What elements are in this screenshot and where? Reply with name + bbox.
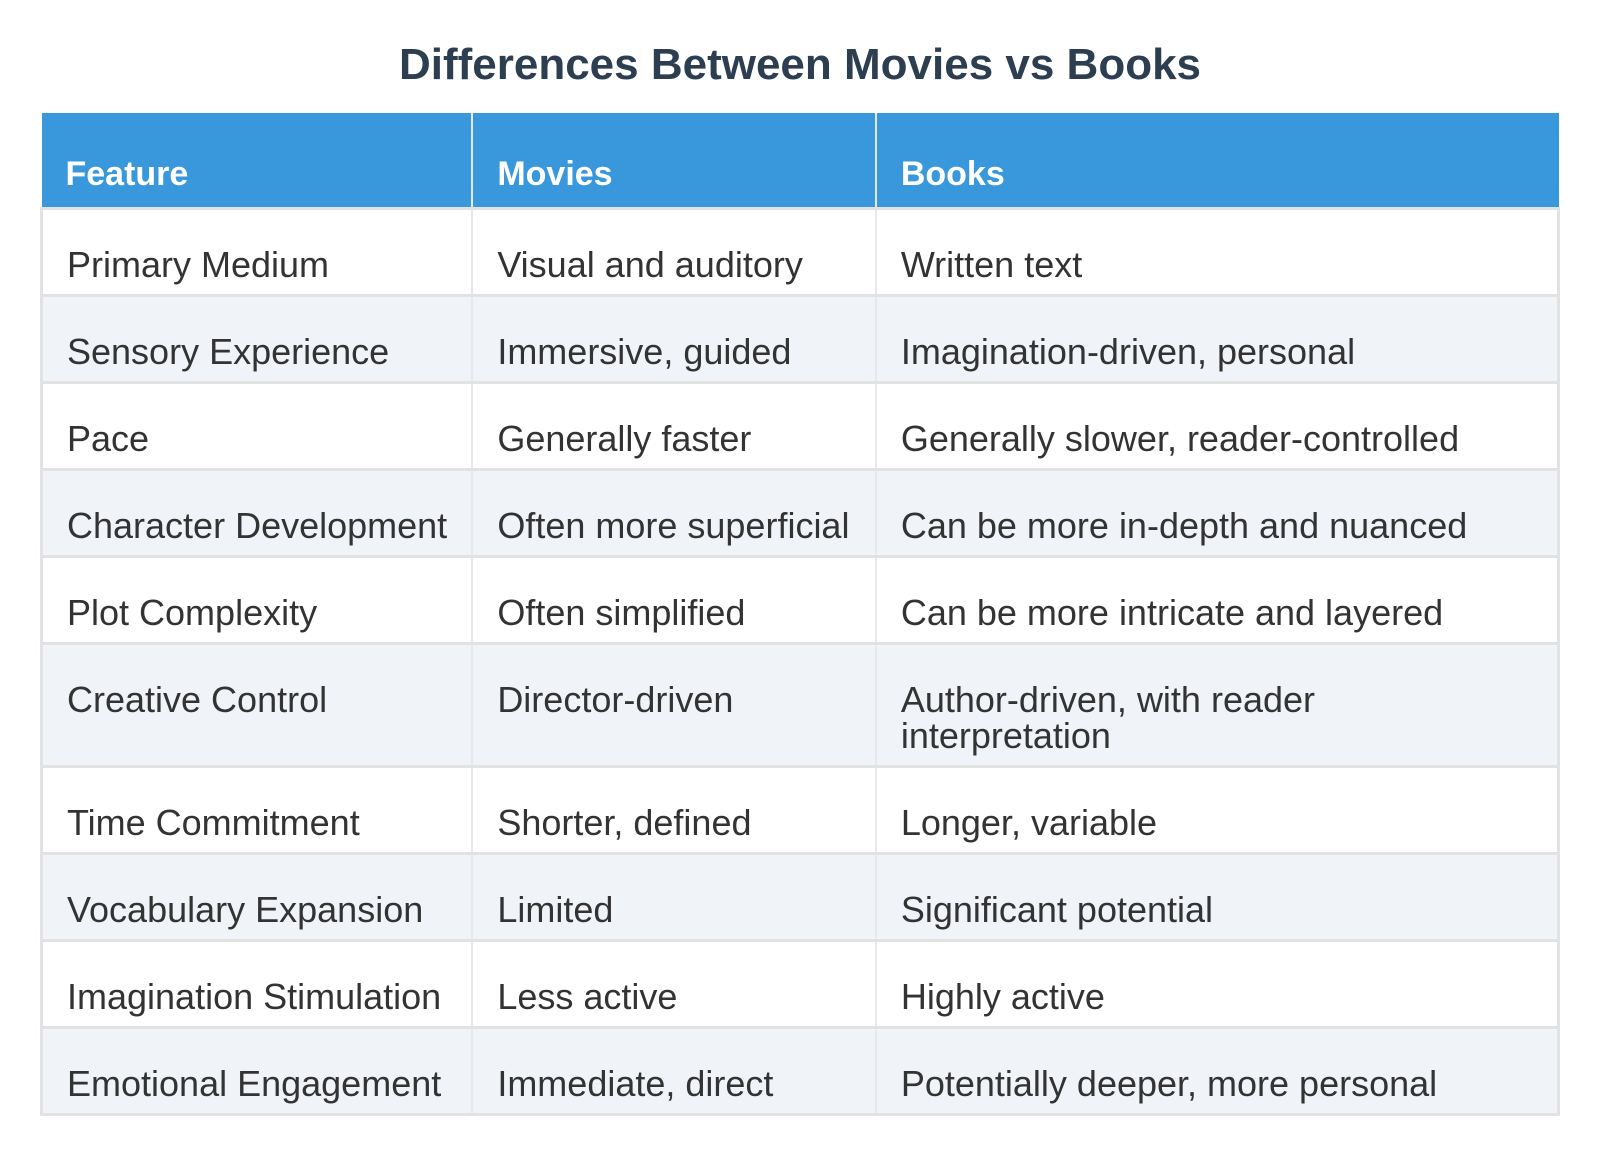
- table-header: Feature Movies Books: [41, 113, 1559, 209]
- table-cell: Shorter, defined: [471, 765, 876, 854]
- table-cell: Vocabulary Expansion: [40, 852, 473, 941]
- table-cell: Immediate, direct: [471, 1026, 876, 1116]
- table-cell: Director-driven: [471, 642, 876, 767]
- column-header-books: Books: [874, 113, 1559, 209]
- table-row: Primary Medium Visual and auditory Written…: [40, 207, 1560, 296]
- table-body: Primary Medium Visual and auditory Written…: [40, 207, 1560, 1116]
- table-cell: Generally slower, reader-controlled: [874, 381, 1560, 470]
- table-cell: Highly active: [874, 939, 1560, 1028]
- column-header-movies: Movies: [471, 113, 876, 209]
- table-row: Sensory Experience Immersive, guided Imagi…: [40, 294, 1560, 383]
- table-cell: Longer, variable: [874, 765, 1560, 854]
- table-row: Emotional Engagement Immediate, direct Pot…: [40, 1026, 1560, 1116]
- table-cell: Imagination Stimulation: [40, 939, 473, 1028]
- page: Differences Between Movies vs Books Feat…: [40, 43, 1560, 1116]
- table-cell: Limited: [471, 852, 876, 941]
- table-row: Creative Control Director-driven Author-dr…: [40, 642, 1560, 767]
- table-cell: Sensory Experience: [40, 294, 473, 383]
- page-title: Differences Between Movies vs Books: [398, 40, 1202, 89]
- table-row: Character Development Often more superfic…: [40, 468, 1560, 557]
- table-cell: Author-driven, with reader interpretatio…: [874, 642, 1560, 767]
- table-cell: Visual and auditory: [471, 207, 876, 296]
- table-cell: Potentially deeper, more personal: [874, 1026, 1560, 1116]
- table-cell: Time Commitment: [40, 765, 473, 854]
- table-cell: Can be more intricate and layered: [874, 555, 1560, 644]
- table-cell: Immersive, guided: [471, 294, 876, 383]
- table-cell: Pace: [40, 381, 473, 470]
- column-header-feature: Feature: [41, 113, 473, 209]
- table-cell: Significant potential: [874, 852, 1560, 941]
- table-cell: Less active: [471, 939, 876, 1028]
- table-cell: Plot Complexity: [40, 555, 473, 644]
- table-row: Pace Generally faster Generally slower, re…: [40, 381, 1560, 470]
- table-cell: Often simplified: [471, 555, 876, 644]
- table-cell: Character Development: [40, 468, 473, 557]
- table-cell: Can be more in-depth and nuanced: [874, 468, 1560, 557]
- table-cell: Primary Medium: [40, 207, 473, 296]
- table-cell: Generally faster: [471, 381, 876, 470]
- comparison-table: Feature Movies Books Primary Medium Visua…: [40, 113, 1560, 1116]
- table-cell: Imagination-driven, personal: [874, 294, 1560, 383]
- table-row: Vocabulary Expansion Limited Significant p…: [40, 852, 1560, 941]
- header-row: Feature Movies Books: [41, 113, 1559, 209]
- table-cell: Emotional Engagement: [40, 1026, 473, 1116]
- table-cell: Often more superficial: [471, 468, 876, 557]
- table-row: Plot Complexity Often simplified Can be mo…: [40, 555, 1560, 644]
- table-row: Imagination Stimulation Less active Highly…: [40, 939, 1560, 1028]
- table-cell: Creative Control: [40, 642, 473, 767]
- table-row: Time Commitment Shorter, defined Longer, v…: [40, 765, 1560, 854]
- table-cell: Written text: [874, 207, 1560, 296]
